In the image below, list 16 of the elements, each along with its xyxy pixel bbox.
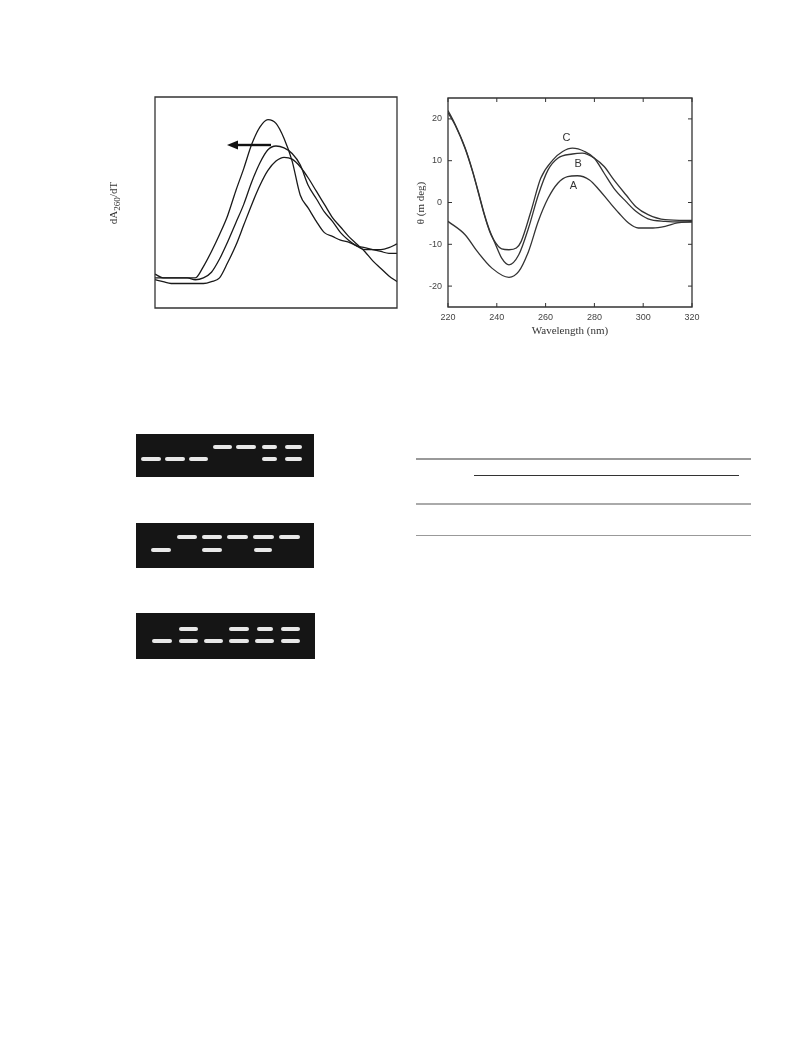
series-label: C xyxy=(562,130,571,143)
x-tick-label: 220 xyxy=(440,311,456,322)
series-label: B xyxy=(574,156,582,169)
y-tick-label: -10 xyxy=(428,238,442,249)
x-tick-label: 240 xyxy=(489,311,505,322)
y-tick-label: 10 xyxy=(431,155,442,166)
x-tick-label: 280 xyxy=(586,311,602,322)
y-tick-label: 0 xyxy=(436,196,442,207)
x-axis-title: Wavelength (nm) xyxy=(531,324,609,336)
series-label: A xyxy=(569,179,578,192)
y-tick-label: -20 xyxy=(428,280,442,291)
y-tick-label: 20 xyxy=(431,113,442,124)
x-tick-label: 260 xyxy=(538,311,554,322)
x-tick-label: 300 xyxy=(635,311,651,322)
y-axis-title: θ (m deg) xyxy=(413,181,426,224)
x-tick-label: 320 xyxy=(684,311,700,322)
